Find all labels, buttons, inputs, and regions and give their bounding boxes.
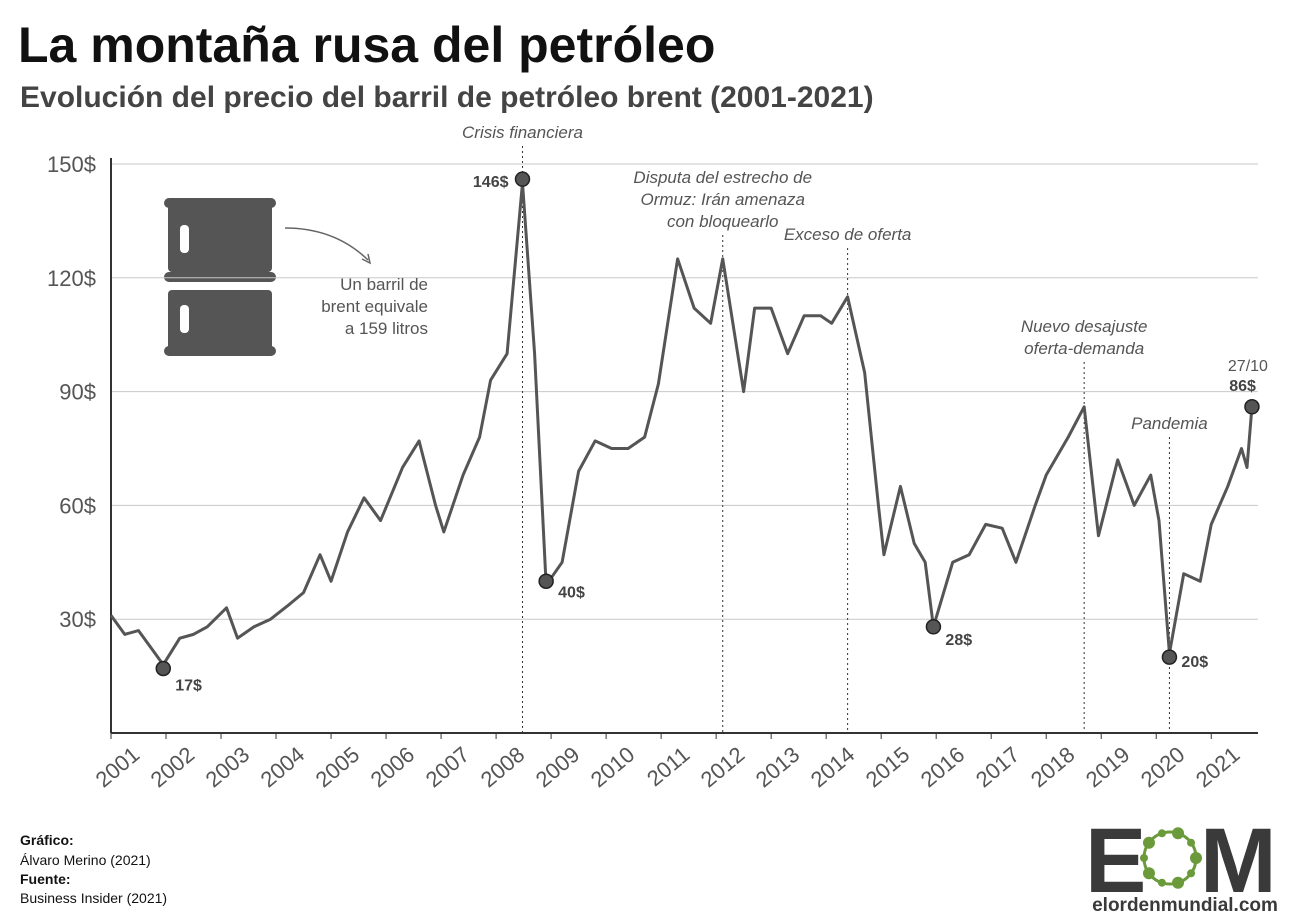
point-label: 40$ <box>558 584 585 601</box>
x-tick-label: 2014 <box>806 742 860 793</box>
point-label: 28$ <box>945 632 972 649</box>
point-label: 17$ <box>175 678 202 695</box>
point <box>1161 649 1178 665</box>
x-tick-label: 2006 <box>366 742 420 793</box>
event-label: Ormuz: Irán amenaza <box>641 190 805 209</box>
event-label: Nuevo desajuste <box>1021 317 1148 336</box>
event-label: con bloquearlo <box>667 212 779 231</box>
note: Un barril de <box>340 275 428 294</box>
event-label: Pandemia <box>1131 414 1208 433</box>
note-arrowhead <box>361 253 372 265</box>
x-tick-label: 2011 <box>642 742 694 792</box>
ring-dot <box>1157 878 1166 887</box>
logo-letter: E <box>1085 810 1146 912</box>
y-tick-label: 90$ <box>59 380 96 405</box>
x-tick-label: 2001 <box>91 742 145 793</box>
y-tick-label: 60$ <box>59 493 96 518</box>
point-label: 20$ <box>1181 654 1208 671</box>
ring-dot <box>1142 836 1155 849</box>
point-label: 86$ <box>1229 378 1256 395</box>
note: brent equivale <box>321 297 428 316</box>
y-tick-label: 150$ <box>47 152 96 177</box>
chart-subtitle: Evolución del precio del barril de petró… <box>20 81 874 114</box>
event-label: oferta-demanda <box>1024 339 1144 358</box>
x-tick-label: 2012 <box>696 742 750 793</box>
note-arrow <box>284 227 369 261</box>
point <box>1244 399 1260 415</box>
point <box>514 171 531 187</box>
ring-dot <box>1187 869 1196 878</box>
logo: E M elordenmundial.com <box>1085 810 1278 916</box>
barrel-icon <box>164 198 276 356</box>
ring-dot <box>1142 867 1155 880</box>
ring-dot <box>1190 852 1202 864</box>
price-line <box>109 181 1254 667</box>
x-tick-label: 2013 <box>751 742 805 793</box>
point <box>155 660 172 677</box>
ring-dot <box>1172 827 1185 840</box>
y-tick-label: 120$ <box>47 266 96 291</box>
x-tick-label: 2004 <box>256 742 310 793</box>
x-tick-label: 2003 <box>201 742 255 793</box>
note: a 159 litros <box>345 319 428 338</box>
x-tick-label: 2002 <box>146 742 200 793</box>
source-text: Business Insider (2021) <box>20 890 167 906</box>
x-tick-label: 2019 <box>1081 742 1135 793</box>
ring-dot <box>1187 838 1196 847</box>
ring-dot <box>1172 876 1185 889</box>
x-tick-label: 2009 <box>531 742 585 793</box>
x-tick-label: 2021 <box>1191 742 1245 793</box>
chart-title: La montaña rusa del petróleo <box>18 17 715 73</box>
logo-ring <box>1140 827 1202 889</box>
point <box>925 619 942 635</box>
date-label: 27/10 <box>1228 358 1268 375</box>
x-tick-label: 2016 <box>916 742 970 793</box>
x-tick-label: 2020 <box>1136 742 1190 793</box>
point <box>538 573 554 590</box>
ring-dot <box>1157 829 1166 838</box>
credit-label: Gráfico: <box>20 832 74 848</box>
credit-text: Álvaro Merino (2021) <box>20 852 151 868</box>
y-tick-label: 30$ <box>59 607 96 632</box>
x-tick-label: 2007 <box>421 742 475 793</box>
event-label: Crisis financiera <box>462 123 583 142</box>
ring-dot <box>1140 854 1148 862</box>
point-label: 146$ <box>473 174 509 191</box>
x-tick-label: 2017 <box>971 742 1025 793</box>
x-tick-label: 2005 <box>311 742 365 793</box>
event-label: Disputa del estrecho de <box>633 168 812 187</box>
logo-site: elordenmundial.com <box>1092 895 1278 916</box>
x-tick-label: 2010 <box>586 742 640 793</box>
x-tick-label: 2018 <box>1026 742 1080 793</box>
logo-letter: M <box>1200 810 1277 912</box>
x-tick-label: 2015 <box>861 742 915 793</box>
event-label: Exceso de oferta <box>784 225 912 244</box>
x-tick-label: 2008 <box>476 742 530 793</box>
source-label: Fuente: <box>20 871 71 887</box>
